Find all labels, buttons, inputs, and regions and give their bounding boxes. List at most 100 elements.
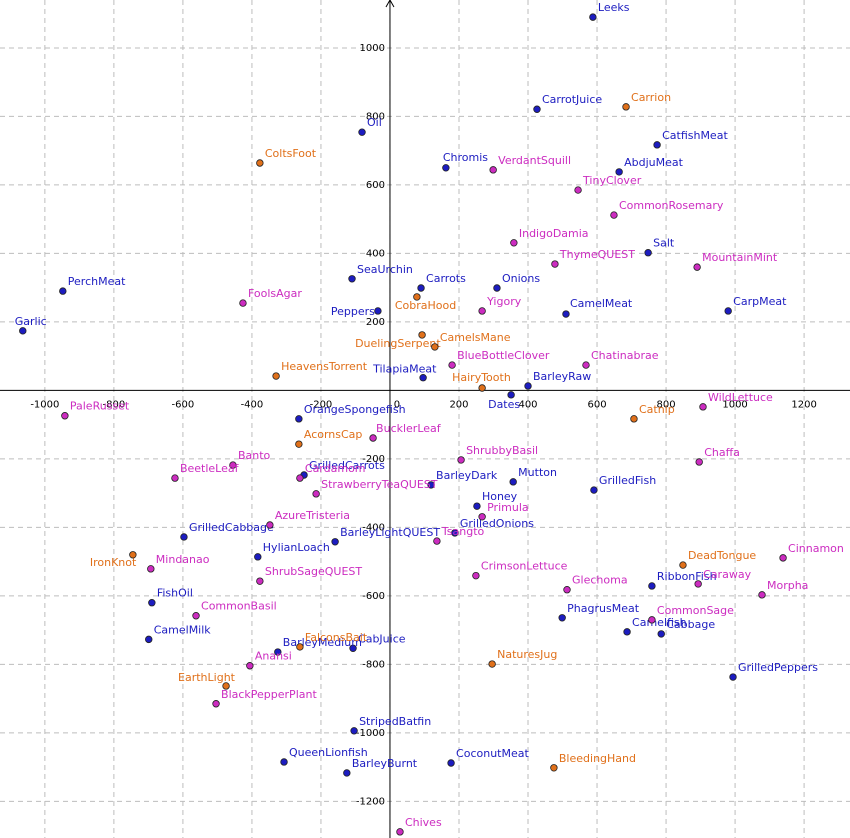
point-label: Carrots xyxy=(426,272,466,285)
point xyxy=(695,458,703,466)
point-label: BlueBottleClover xyxy=(457,349,550,362)
point-label: ShrubSageQUEST xyxy=(265,565,363,578)
point xyxy=(644,249,652,257)
point xyxy=(19,327,27,335)
point xyxy=(374,307,382,315)
point-label: Onions xyxy=(502,272,540,285)
point xyxy=(622,103,630,111)
point xyxy=(551,260,559,268)
point xyxy=(180,533,188,541)
point-label: PerchMeat xyxy=(68,275,126,288)
point-label: Banto xyxy=(238,449,271,462)
y-tick-label: -600 xyxy=(362,591,385,602)
point-label: AzureTristeria xyxy=(275,509,350,522)
point-label: MountainMint xyxy=(702,251,778,264)
point-label: EarthLight xyxy=(178,671,236,684)
point xyxy=(331,538,339,546)
point-label: Yigory xyxy=(486,295,522,308)
point-label: AbdjuMeat xyxy=(624,156,684,169)
point-label: Garlic xyxy=(15,315,47,328)
point xyxy=(61,412,69,420)
point xyxy=(694,580,702,588)
point-label: FishOil xyxy=(157,587,193,600)
point xyxy=(256,577,264,585)
point-label: Oil xyxy=(367,116,382,129)
point-label: Chromis xyxy=(443,151,488,164)
y-tick-label: 800 xyxy=(366,111,385,122)
point-label: CommonSage xyxy=(657,604,734,617)
point xyxy=(274,648,282,656)
point-label: Catnip xyxy=(639,403,675,416)
x-tick-label: 200 xyxy=(449,399,468,410)
point xyxy=(266,521,274,529)
point-label: PaleRusset xyxy=(70,400,130,413)
x-tick-label: 1000 xyxy=(722,399,747,410)
point xyxy=(510,239,518,247)
point-label: ThymeQUEST xyxy=(559,248,635,261)
point xyxy=(129,551,137,559)
point-label: Chaffa xyxy=(704,446,740,459)
x-tick-label: 400 xyxy=(518,399,537,410)
point xyxy=(418,331,426,339)
x-tick-label: -1000 xyxy=(30,399,59,410)
point-label: CarpMeat xyxy=(733,295,787,308)
point-label: IndigoDamia xyxy=(519,227,589,240)
point-label: PhagrusMeat xyxy=(567,602,640,615)
point-label: Morpha xyxy=(767,579,808,592)
x-tick-label: -200 xyxy=(310,399,333,410)
point xyxy=(582,361,590,369)
point-label: FalconsBait xyxy=(305,631,368,644)
point xyxy=(417,284,425,292)
point xyxy=(349,644,357,652)
point xyxy=(653,141,661,149)
point xyxy=(472,571,480,580)
point xyxy=(489,166,497,174)
point-label: Honey xyxy=(482,490,518,503)
point-label: BucklerLeaf xyxy=(376,422,442,435)
point-label: Chives xyxy=(405,816,442,829)
point xyxy=(615,168,623,176)
point-label: Mindanao xyxy=(156,553,210,566)
point-label: StrawberryTeaQUEST xyxy=(321,478,438,491)
point-label: BlackPepperPlant xyxy=(221,688,317,701)
point-label: GrilledFish xyxy=(599,474,656,487)
point xyxy=(533,105,541,113)
point-label: CabJuice xyxy=(358,632,406,645)
point xyxy=(427,481,435,489)
point xyxy=(478,513,486,521)
point xyxy=(473,502,481,510)
point-label: Cinnamon xyxy=(788,542,844,555)
point xyxy=(507,391,515,399)
point xyxy=(396,828,404,836)
point xyxy=(488,660,496,668)
point xyxy=(419,374,427,382)
point xyxy=(280,758,288,766)
point-label: ShrubbyBasil xyxy=(466,444,538,457)
point-label: Mutton xyxy=(518,466,557,479)
point-label: BeetleLeaf xyxy=(180,462,240,475)
point-label: CoconutMeat xyxy=(456,747,529,760)
point-label: BleedingHand xyxy=(559,752,636,765)
point xyxy=(630,415,638,423)
point xyxy=(296,474,304,482)
point xyxy=(148,599,156,607)
point-label: NaturesJug xyxy=(497,648,557,661)
y-tick-label: -1000 xyxy=(356,728,385,739)
y-tick-label: 600 xyxy=(366,180,385,191)
point xyxy=(562,310,570,318)
point xyxy=(679,561,687,569)
point-label: Chatinabrae xyxy=(591,349,659,362)
point-label: Cardamom xyxy=(305,462,366,475)
point-label: BarleyBurnt xyxy=(352,757,418,770)
point xyxy=(610,211,618,219)
point-label: Salt xyxy=(653,237,675,250)
point-label: HeavensTorrent xyxy=(281,360,368,373)
x-tick-label: -800 xyxy=(103,399,126,410)
point xyxy=(147,565,155,573)
point xyxy=(758,591,766,599)
x-tick-label: 600 xyxy=(587,399,606,410)
point xyxy=(447,759,455,767)
point-label: HylianLoach xyxy=(263,541,330,554)
point-label: BarleyDark xyxy=(436,469,498,482)
